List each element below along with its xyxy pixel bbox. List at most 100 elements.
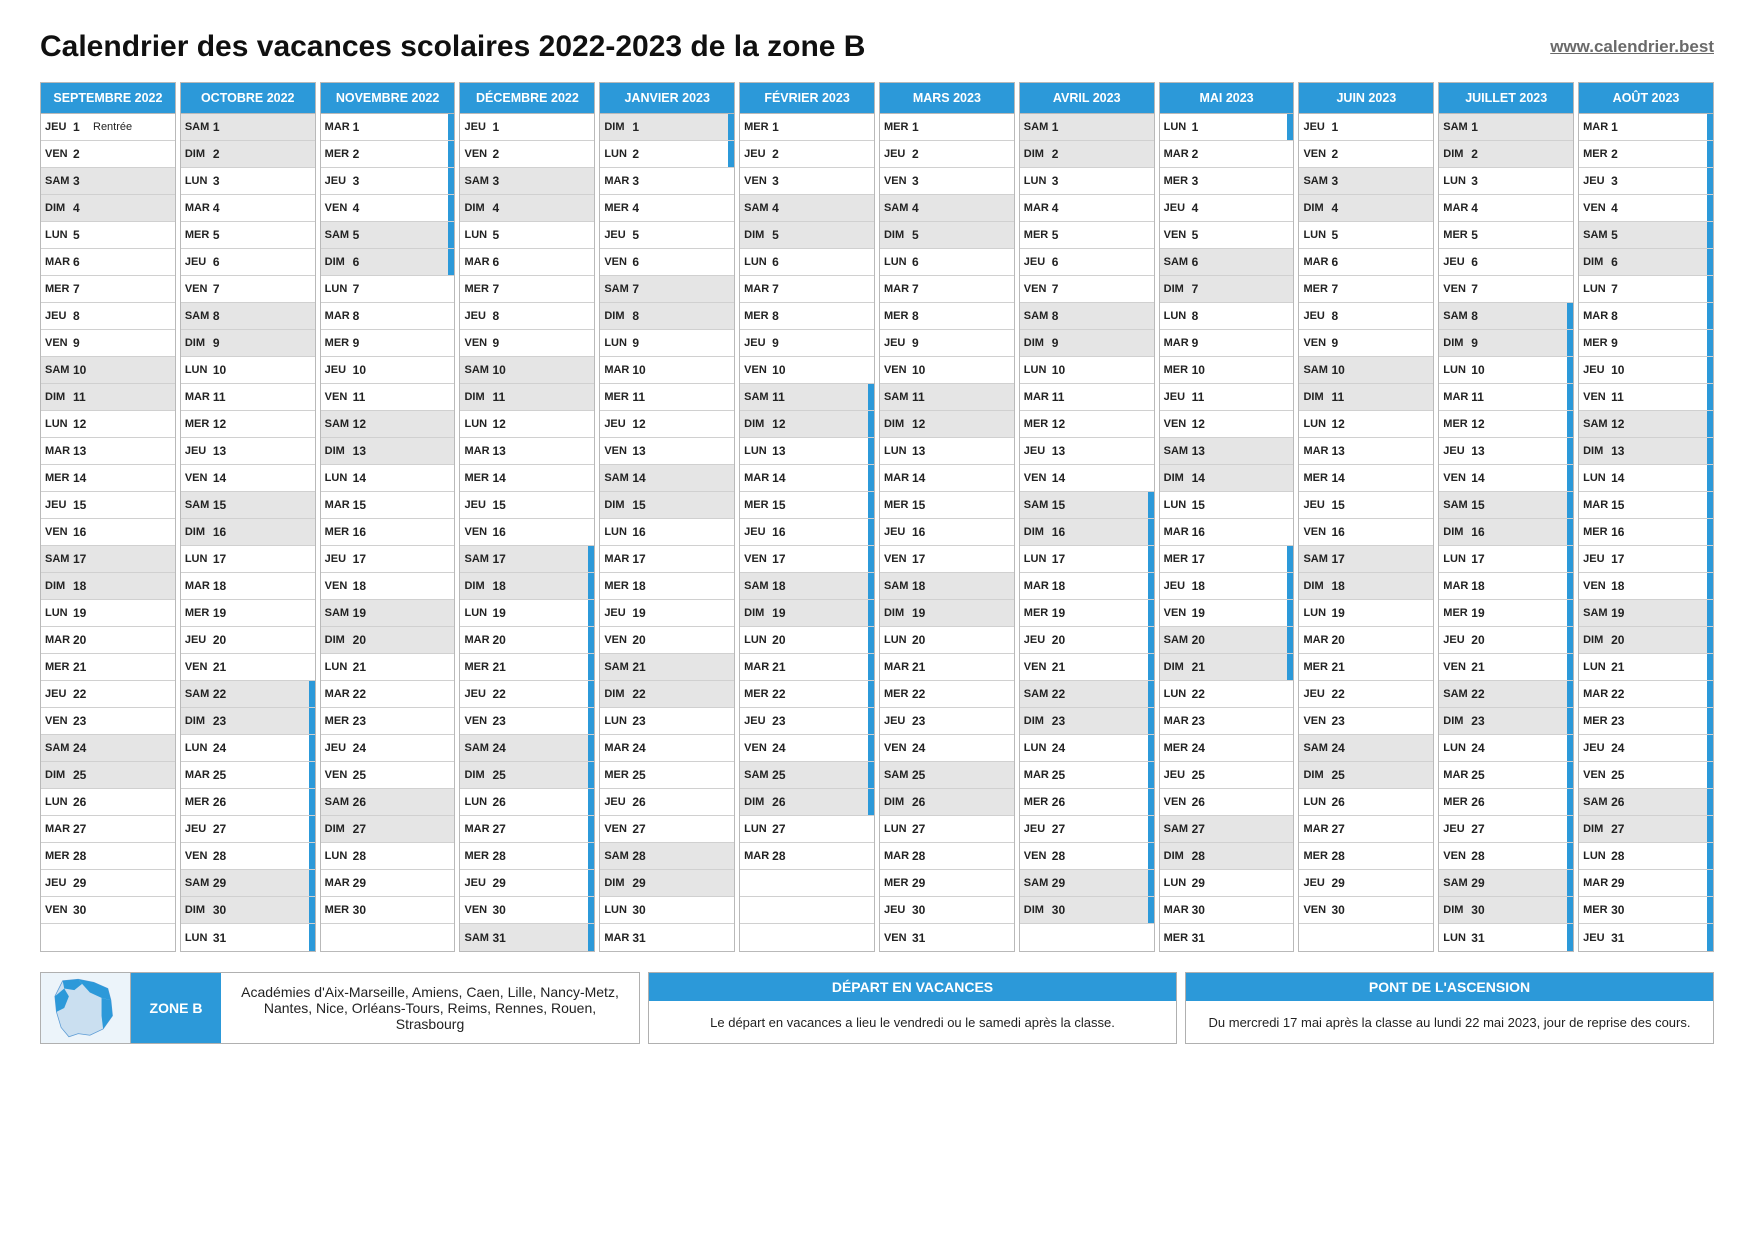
day-abbr: VEN: [464, 337, 492, 349]
day-number: 13: [912, 444, 930, 458]
day-number: 24: [353, 741, 371, 755]
day-abbr: LUN: [744, 256, 772, 268]
month-column: MARS 2023MER1JEU2VEN3SAM4DIM5LUN6MAR7MER…: [879, 82, 1015, 952]
day-cell: SAM12: [1579, 411, 1713, 438]
day-number: 9: [1052, 336, 1070, 350]
day-cell: VEN14: [181, 465, 315, 492]
day-number: 22: [912, 687, 930, 701]
day-abbr: MAR: [185, 580, 213, 592]
day-cell: MAR29: [1579, 870, 1713, 897]
day-abbr: SAM: [1164, 445, 1192, 457]
day-number: 16: [492, 525, 510, 539]
day-cell: JEU23: [880, 708, 1014, 735]
day-cell: VEN26: [1160, 789, 1294, 816]
day-abbr: MER: [325, 526, 353, 538]
day-abbr: JEU: [45, 877, 73, 889]
day-number: 30: [492, 903, 510, 917]
day-number: 22: [772, 687, 790, 701]
day-note: Rentrée: [93, 121, 132, 133]
day-cell: DIM16: [181, 519, 315, 546]
day-abbr: JEU: [1303, 121, 1331, 133]
day-abbr: LUN: [1443, 553, 1471, 565]
day-cell: LUN26: [460, 789, 594, 816]
day-cell: LUN7: [1579, 276, 1713, 303]
day-abbr: LUN: [185, 175, 213, 187]
day-cell: JEU29: [460, 870, 594, 897]
day-cell: MER31: [1160, 924, 1294, 951]
day-cell: JEU15: [41, 492, 175, 519]
day-number: 5: [213, 228, 231, 242]
day-cell: MER26: [1439, 789, 1573, 816]
day-cell: VEN23: [41, 708, 175, 735]
day-cell: LUN28: [1579, 843, 1713, 870]
day-cell: SAM15: [181, 492, 315, 519]
day-cell: DIM12: [740, 411, 874, 438]
day-abbr: MAR: [1303, 634, 1331, 646]
day-abbr: SAM: [325, 229, 353, 241]
day-number: 27: [1611, 822, 1629, 836]
day-cell: MAR24: [600, 735, 734, 762]
day-abbr: MER: [884, 499, 912, 511]
day-cell: JEU16: [880, 519, 1014, 546]
day-abbr: VEN: [884, 364, 912, 376]
day-cell: MER5: [181, 222, 315, 249]
day-abbr: MAR: [1303, 823, 1331, 835]
day-abbr: DIM: [45, 580, 73, 592]
source-url-link[interactable]: www.calendrier.best: [1550, 37, 1714, 57]
day-abbr: LUN: [464, 418, 492, 430]
day-cell: MER1: [740, 114, 874, 141]
day-number: 10: [772, 363, 790, 377]
day-number: 14: [1611, 471, 1629, 485]
day-number: 31: [492, 931, 510, 945]
day-abbr: LUN: [744, 445, 772, 457]
day-abbr: MAR: [744, 850, 772, 862]
day-number: 2: [1611, 147, 1629, 161]
day-cell: DIM8: [600, 303, 734, 330]
day-cell: SAM19: [321, 600, 455, 627]
day-abbr: VEN: [744, 364, 772, 376]
day-cell-empty: [740, 870, 874, 897]
day-cell: VEN20: [600, 627, 734, 654]
month-column: MAI 2023LUN1MAR2MER3JEU4VEN5SAM6DIM7LUN8…: [1159, 82, 1295, 952]
day-cell: SAM27: [1160, 816, 1294, 843]
day-abbr: LUN: [1443, 742, 1471, 754]
day-abbr: JEU: [464, 499, 492, 511]
day-abbr: SAM: [1303, 742, 1331, 754]
day-abbr: JEU: [185, 256, 213, 268]
day-cell: VEN3: [880, 168, 1014, 195]
day-abbr: DIM: [884, 796, 912, 808]
day-cell: JEU15: [1299, 492, 1433, 519]
day-abbr: LUN: [464, 796, 492, 808]
day-number: 22: [1331, 687, 1349, 701]
day-cell: MAR18: [1439, 573, 1573, 600]
day-abbr: MER: [884, 688, 912, 700]
day-cell: MAR6: [1299, 249, 1433, 276]
day-cell: DIM12: [880, 411, 1014, 438]
day-cell: VEN21: [1020, 654, 1154, 681]
day-cell: SAM17: [41, 546, 175, 573]
day-number: 18: [1331, 579, 1349, 593]
day-cell: LUN23: [600, 708, 734, 735]
day-cell: SAM25: [880, 762, 1014, 789]
day-abbr: DIM: [744, 796, 772, 808]
day-cell: LUN2: [600, 141, 734, 168]
day-cell: JEU17: [321, 546, 455, 573]
day-cell: MAR6: [41, 249, 175, 276]
day-abbr: MER: [325, 904, 353, 916]
day-cell: MER15: [740, 492, 874, 519]
day-cell: LUN8: [1160, 303, 1294, 330]
day-number: 8: [73, 309, 91, 323]
day-cell: VEN14: [1020, 465, 1154, 492]
day-number: 2: [1471, 147, 1489, 161]
day-abbr: JEU: [45, 310, 73, 322]
day-number: 17: [353, 552, 371, 566]
day-cell: LUN5: [460, 222, 594, 249]
day-abbr: SAM: [185, 310, 213, 322]
day-cell: DIM11: [460, 384, 594, 411]
day-cell: DIM6: [1579, 249, 1713, 276]
day-abbr: SAM: [45, 742, 73, 754]
day-abbr: JEU: [884, 904, 912, 916]
day-number: 20: [632, 633, 650, 647]
day-cell: MAR25: [1020, 762, 1154, 789]
day-number: 1: [353, 120, 371, 134]
